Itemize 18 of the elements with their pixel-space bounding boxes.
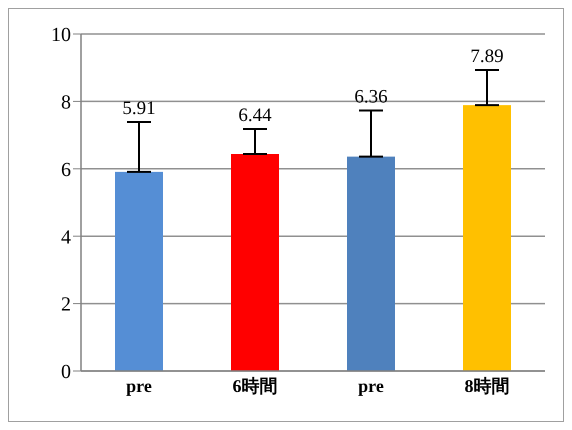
y-tick-label: 10 (51, 24, 71, 46)
bar (231, 154, 279, 371)
bar (347, 156, 395, 371)
x-tick-label: pre (358, 376, 384, 396)
y-tick-label: 8 (61, 92, 71, 114)
y-tick-label: 6 (61, 158, 71, 181)
x-tick-label: 6時間 (232, 376, 278, 396)
bar (115, 172, 163, 371)
data-label: 5.91 (122, 98, 156, 119)
data-label: 6.36 (354, 86, 388, 108)
y-tick-label: 2 (61, 294, 71, 316)
y-tick-label: 0 (61, 361, 71, 384)
x-tick-label: pre (126, 376, 152, 396)
data-label: 7.89 (470, 46, 504, 68)
data-label: 6.44 (238, 105, 272, 126)
bar (463, 105, 511, 371)
x-tick-label: 8時間 (464, 376, 510, 396)
y-tick-label: 4 (61, 226, 71, 248)
